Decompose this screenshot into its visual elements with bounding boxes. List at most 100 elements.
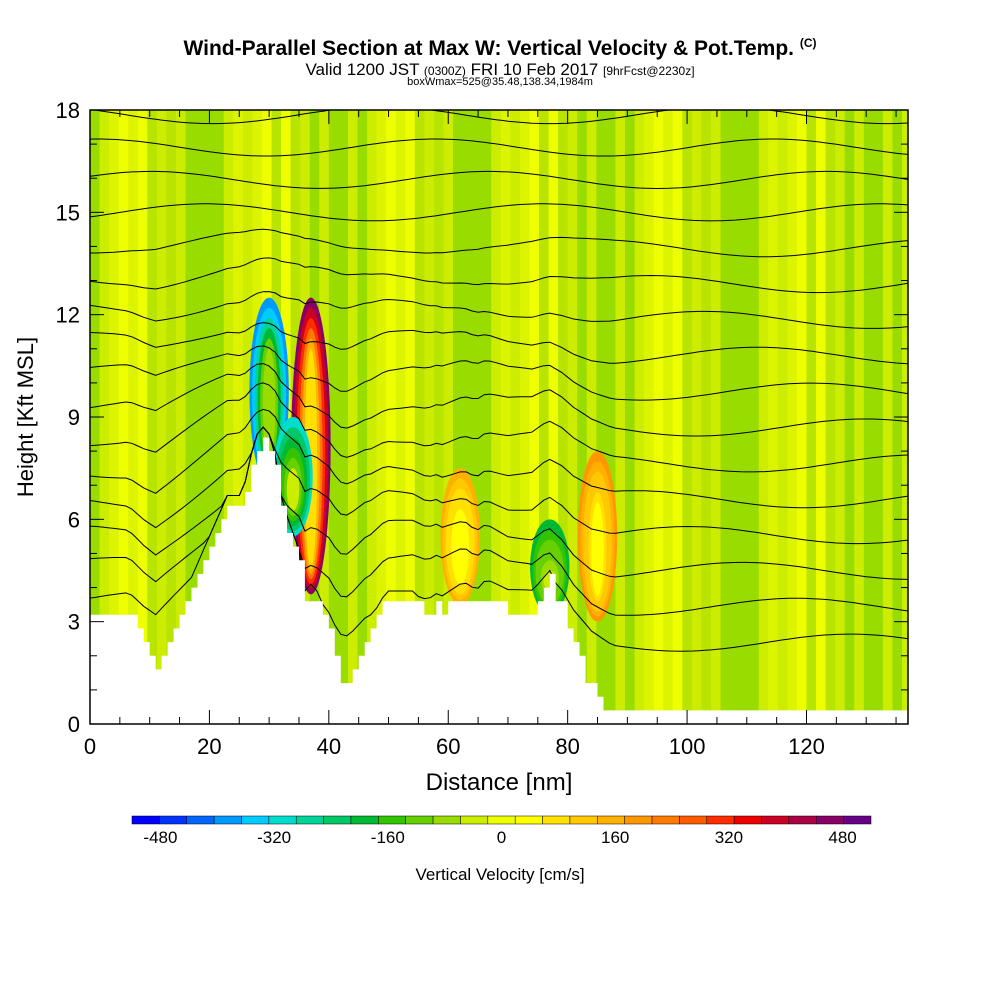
field-column (816, 110, 827, 724)
colorbar-swatch (405, 815, 434, 825)
colorbar-swatch (706, 815, 735, 825)
terrain-mask (90, 437, 908, 724)
colorbar-tick-label: 160 (601, 828, 629, 847)
colorbar-swatch (460, 815, 489, 825)
colorbar-swatch (295, 815, 324, 825)
colorbar-swatch (788, 815, 817, 825)
field-column (768, 110, 779, 724)
colorbar-swatch (323, 815, 352, 825)
colorbar: -480 -320 -160 0 160 320 480 (131, 815, 872, 847)
colorbar-swatch (159, 815, 187, 825)
pot-temp-contour (90, 322, 908, 365)
field-column (539, 110, 550, 724)
colorbar-swatch (378, 815, 406, 825)
field-column (739, 110, 751, 724)
field-column (214, 110, 225, 724)
colorbar-swatch (213, 815, 242, 825)
field-column (99, 110, 111, 724)
colorbar-tick-label: 320 (715, 828, 743, 847)
field-column (500, 110, 512, 724)
y-tick-label: 6 (68, 507, 80, 532)
x-tick-label: 0 (84, 734, 96, 759)
field-column (443, 110, 455, 724)
y-tick-label: 15 (56, 200, 80, 225)
colorbar-swatch (816, 815, 844, 825)
field-column (338, 110, 349, 724)
colorbar-tick-label: -320 (257, 828, 291, 847)
field-column (156, 110, 168, 724)
colorbar-swatch (624, 815, 653, 825)
field-column (376, 110, 388, 724)
field-column (730, 110, 741, 724)
field-column (137, 110, 149, 724)
x-tick-label: 100 (669, 734, 706, 759)
field-column (758, 110, 770, 724)
field-column (328, 110, 340, 724)
field-column (854, 110, 865, 724)
colorbar-swatch (131, 815, 160, 825)
colorbar-label: Vertical Velocity [cm/s] (415, 865, 584, 884)
colorbar-swatch (651, 815, 680, 825)
field-column (166, 110, 177, 724)
field-column (825, 110, 837, 724)
field-column (548, 110, 560, 724)
field-column (223, 110, 235, 724)
colorbar-tick-label: -160 (371, 828, 405, 847)
field-column (242, 110, 254, 724)
colorbar-swatch (542, 815, 571, 825)
velocity-core (591, 502, 604, 597)
field-column (175, 110, 187, 724)
field-column (453, 110, 464, 724)
field-column (796, 110, 808, 724)
y-tick-label: 0 (68, 712, 80, 737)
pot-temp-contour (90, 426, 908, 545)
valid-time: Valid 1200 JST (0300Z) FRI 10 Feb 2017 [… (0, 60, 1000, 80)
field-column (663, 110, 674, 724)
field-column (386, 110, 397, 724)
field-column (777, 110, 789, 724)
field-column (510, 110, 521, 724)
colorbar-swatch (569, 815, 598, 825)
colorbar-swatch (487, 815, 516, 825)
y-tick-label: 3 (68, 610, 80, 635)
field-column (710, 110, 722, 724)
x-tick-label: 20 (197, 734, 221, 759)
colorbar-tick-label: 0 (497, 828, 506, 847)
pot-temp-contour (90, 291, 908, 329)
y-axis: 0 3 6 9 12 15 18 (56, 98, 908, 737)
field-column (577, 110, 588, 724)
x-tick-label: 60 (436, 734, 460, 759)
velocity-core (286, 468, 300, 511)
field-column (644, 110, 655, 724)
field-column (835, 110, 846, 724)
pot-temp-contour (90, 382, 908, 473)
field-column (462, 110, 474, 724)
field-column (233, 110, 244, 724)
field-column (605, 110, 617, 724)
colorbar-swatch (761, 815, 790, 825)
colorbar-swatch (679, 815, 708, 825)
field-column (128, 110, 139, 724)
colorbar-tick-label: 480 (828, 828, 856, 847)
colorbar-swatch (733, 815, 762, 825)
field-column (519, 110, 531, 724)
field-column (204, 110, 216, 724)
field-column (844, 110, 856, 724)
pot-temp-contour (90, 257, 908, 294)
y-tick-label: 9 (68, 405, 80, 430)
field-column (118, 110, 130, 724)
terrain (90, 437, 908, 724)
field-column (653, 110, 665, 724)
field-column (195, 110, 206, 724)
field-column (720, 110, 732, 724)
colorbar-swatch (350, 815, 379, 825)
field-column (749, 110, 760, 724)
colorbar-swatch (268, 815, 297, 825)
field-column (672, 110, 684, 724)
field-column (624, 110, 636, 724)
field-column (357, 110, 369, 724)
x-tick-label: 120 (788, 734, 825, 759)
field-column (558, 110, 569, 724)
pot-temp-contour (90, 408, 908, 509)
